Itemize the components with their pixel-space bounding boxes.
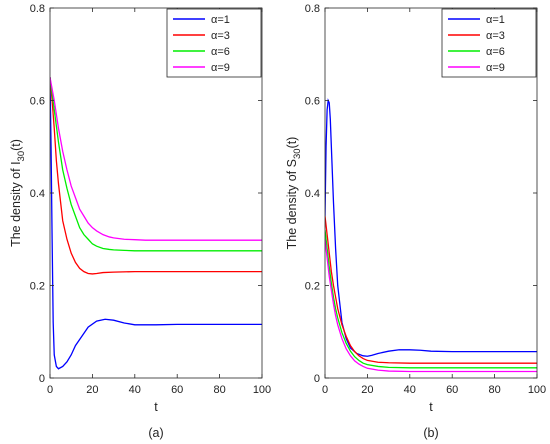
legend-label: α=1 xyxy=(211,14,230,26)
legend-label: α=6 xyxy=(486,46,505,58)
panel-label: (a) xyxy=(148,426,163,440)
series-line-4 xyxy=(325,239,537,373)
y-axis-label: The density of I30(t) xyxy=(9,139,27,247)
x-tick-label: 80 xyxy=(213,384,225,396)
y-tick-label: 0 xyxy=(39,373,45,385)
series-line-4 xyxy=(50,77,262,241)
legend-box xyxy=(166,8,262,78)
y-tick-label: 0.6 xyxy=(305,96,320,108)
panel-b: 0 20 40 60 80 100 0 0.2 0.4 0.6 0.8 t The density of… xyxy=(285,3,546,440)
x-axis-label: t xyxy=(154,400,158,414)
series-line-1 xyxy=(325,98,537,357)
x-tick-label: 40 xyxy=(129,384,141,396)
x-tick-label: 0 xyxy=(47,384,53,396)
legend-label: α=9 xyxy=(486,62,505,74)
series-line-3 xyxy=(50,77,262,252)
legend-label: α=1 xyxy=(486,14,505,26)
y-tick-label: 0.4 xyxy=(30,188,45,200)
x-tick-label: 40 xyxy=(404,384,416,396)
x-tick-label: 100 xyxy=(528,384,546,396)
panel-label: (b) xyxy=(423,426,438,440)
y-tick-label: 0.6 xyxy=(30,96,45,108)
x-tick-label: 60 xyxy=(446,384,458,396)
x-tick-label: 20 xyxy=(86,384,98,396)
y-tick-label: 0.2 xyxy=(30,281,45,293)
series-line-3 xyxy=(325,229,537,369)
y-tick-label: 0.8 xyxy=(30,3,45,15)
legend: α=1 α=3 α=6 α=9 xyxy=(166,8,262,78)
series-line-2 xyxy=(50,77,262,275)
y-tick-label: 0.8 xyxy=(305,3,320,15)
legend-label: α=6 xyxy=(211,46,230,58)
x-axis-label: t xyxy=(429,400,433,414)
y-tick-label: 0 xyxy=(314,373,320,385)
y-axis-label: The density of S30(t) xyxy=(285,137,303,250)
legend-label: α=3 xyxy=(211,30,230,42)
x-tick-label: 80 xyxy=(488,384,500,396)
y-tick-label: 0.2 xyxy=(305,281,320,293)
series-line-2 xyxy=(325,216,537,364)
legend-box xyxy=(441,8,537,78)
x-tick-label: 100 xyxy=(253,384,271,396)
y-tick-label: 0.4 xyxy=(305,188,320,200)
legend: α=1 α=3 α=6 α=9 xyxy=(441,8,537,78)
series-line-1 xyxy=(50,77,262,370)
panel-a: 0 20 40 60 80 100 0 0.2 0.4 0.6 0.8 t The density of… xyxy=(9,3,271,440)
legend-label: α=9 xyxy=(211,62,230,74)
x-tick-label: 20 xyxy=(361,384,373,396)
x-tick-label: 60 xyxy=(171,384,183,396)
x-tick-label: 0 xyxy=(322,384,328,396)
legend-label: α=3 xyxy=(486,30,505,42)
